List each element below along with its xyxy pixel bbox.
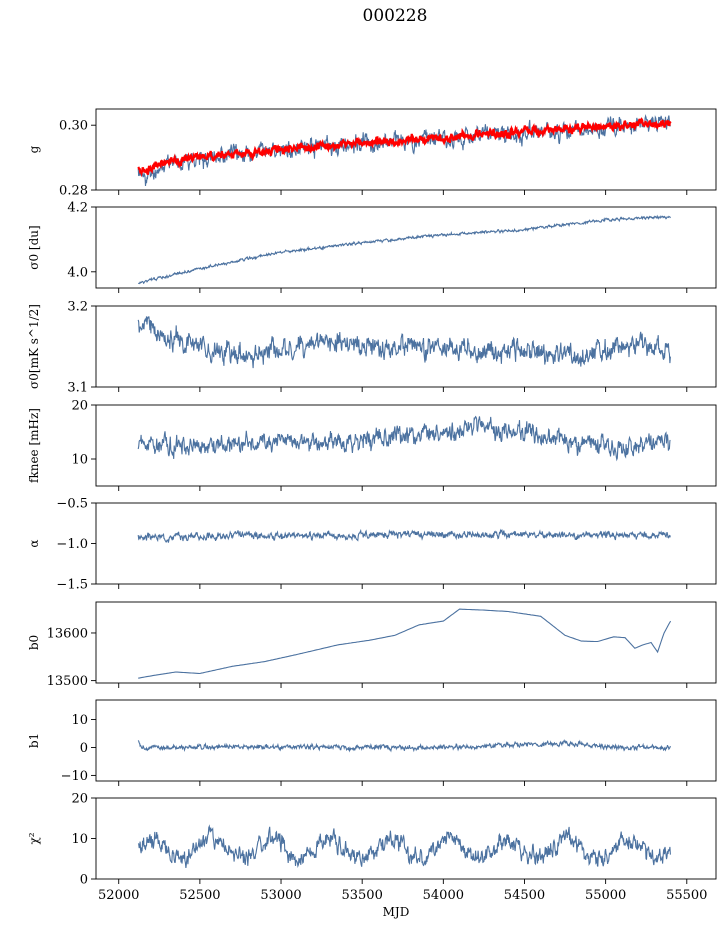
panel-3: 3.1 3.2 σ0[mK s^1/2]: [27, 300, 717, 396]
x-tick-label: 55500: [666, 888, 707, 903]
panel-5: −1.5 −1.0 −0.5 α: [27, 497, 717, 593]
figure-title: 000228: [362, 6, 428, 26]
panel-frame: [95, 502, 717, 585]
series-line-8-1: [137, 824, 671, 869]
x-axis-label: MJD: [383, 905, 410, 919]
series-line-2-1: [137, 214, 671, 285]
y-tick-label: −1.5: [56, 578, 88, 593]
y-tick-label: 4.2: [67, 201, 88, 216]
series-line-1-1: [137, 113, 671, 187]
panel-6: 13500 13600 b0: [27, 601, 717, 689]
y-tick-label: 0: [80, 741, 88, 756]
series-line-5-1: [137, 528, 671, 543]
y-axis-label: σ0 [du]: [27, 225, 41, 269]
panel-frame: [95, 404, 717, 487]
y-axis-label: b0: [27, 635, 41, 650]
series-line-7-1: [137, 739, 671, 753]
y-tick-label: −0.5: [56, 497, 88, 512]
y-tick-label: 3.1: [67, 381, 88, 396]
panel-4: 10 20 fknee [mHz]: [27, 399, 717, 491]
y-tick-label: 20: [71, 399, 88, 414]
panel-frame: [95, 699, 717, 782]
panel-7: −10 0 10 b1: [27, 699, 717, 786]
x-tick-label: 53000: [260, 888, 301, 903]
x-tick-label: 52500: [179, 888, 220, 903]
y-tick-label: 10: [71, 832, 88, 847]
panel-frame: [95, 206, 717, 289]
x-tick-label: 52000: [98, 888, 139, 903]
y-axis-label: χ²: [27, 832, 41, 844]
series-line-4-1: [137, 415, 671, 462]
y-tick-label: 3.2: [67, 300, 88, 315]
panel-1: 0.28 0.30 g: [27, 108, 717, 199]
y-tick-label: 0.28: [59, 184, 88, 199]
series-line-3-1: [137, 316, 671, 369]
y-tick-label: 13500: [47, 674, 88, 689]
x-tick-label: 55000: [585, 888, 626, 903]
panel-frame: [95, 601, 717, 684]
panel-frame: [95, 108, 717, 191]
y-tick-label: 0: [80, 873, 88, 888]
panel-8: 0 10 20 52000 52500 53000 53500 54000 54500 55000…: [27, 792, 717, 919]
y-axis-label: fknee [mHz]: [27, 408, 41, 483]
y-tick-label: −10: [61, 769, 88, 784]
y-tick-label: 0.30: [59, 119, 88, 134]
y-tick-label: −1.0: [56, 537, 88, 552]
y-axis-label: σ0[mK s^1/2]: [27, 304, 41, 389]
panel-2: 4.0 4.2 σ0 [du]: [27, 201, 717, 293]
panel-frame: [95, 305, 717, 388]
y-tick-label: 13600: [47, 626, 88, 641]
x-tick-label: 53500: [341, 888, 382, 903]
y-axis-label: g: [27, 145, 41, 153]
y-tick-label: 20: [71, 792, 88, 807]
series-line-1-2: [137, 117, 672, 178]
y-tick-label: 4.0: [67, 265, 88, 280]
y-tick-label: 10: [71, 453, 88, 468]
y-tick-label: 10: [71, 713, 88, 728]
x-tick-label: 54500: [504, 888, 545, 903]
x-tick-label: 54000: [423, 888, 464, 903]
series-line-6-1: [138, 608, 672, 679]
y-axis-label: b1: [27, 733, 41, 748]
y-axis-label: α: [27, 539, 41, 547]
